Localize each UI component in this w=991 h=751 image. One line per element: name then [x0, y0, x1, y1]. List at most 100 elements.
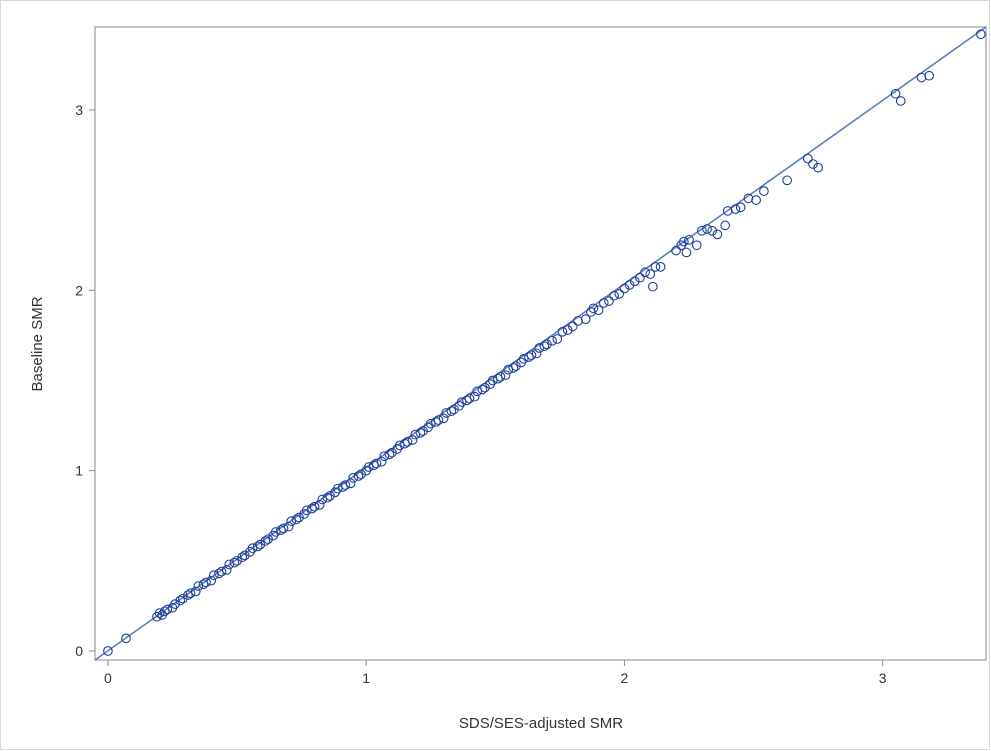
y-tick-label: 3 — [75, 102, 83, 118]
data-point — [216, 566, 227, 577]
x-tick-label: 2 — [621, 670, 629, 686]
y-axis: 0 1 2 3 — [75, 102, 95, 659]
data-point — [462, 395, 472, 406]
data-point — [221, 564, 232, 575]
data-point — [224, 559, 235, 570]
data-point — [407, 435, 418, 445]
data-point — [247, 543, 258, 554]
data-point — [338, 482, 348, 492]
data-point — [552, 334, 563, 344]
data-point — [340, 480, 351, 490]
data-point — [730, 204, 741, 214]
data-point — [379, 451, 390, 462]
data-point — [684, 234, 694, 245]
data-point — [503, 364, 514, 375]
data-point — [400, 438, 410, 449]
x-axis-title: SDS/SES-adjusted SMR — [459, 715, 623, 732]
data-point — [598, 298, 609, 308]
data-point — [547, 335, 557, 346]
data-point — [539, 341, 550, 352]
data-point — [175, 595, 186, 606]
data-point — [371, 458, 382, 469]
data-point — [493, 373, 503, 384]
data-point — [278, 523, 289, 534]
data-point — [808, 159, 818, 169]
data-point — [640, 267, 650, 278]
data-point — [208, 570, 219, 581]
data-point — [190, 586, 201, 597]
data-point — [477, 384, 488, 395]
data-point — [671, 245, 681, 256]
data-point — [356, 469, 366, 480]
data-point — [322, 492, 333, 503]
data-point — [531, 348, 542, 359]
data-point — [446, 406, 457, 416]
data-point — [449, 404, 459, 415]
data-point — [121, 633, 131, 644]
data-point — [170, 599, 180, 609]
data-point — [255, 539, 266, 550]
data-point — [348, 473, 359, 483]
data-point — [325, 491, 335, 501]
data-point — [384, 449, 395, 460]
data-point — [252, 541, 263, 552]
data-point — [438, 413, 449, 424]
data-point — [456, 397, 467, 407]
data-point — [562, 325, 573, 335]
data-point — [518, 353, 529, 364]
x-tick-label: 0 — [104, 670, 112, 686]
data-point — [691, 240, 702, 251]
data-point — [376, 456, 387, 467]
data-point — [916, 72, 927, 83]
data-point — [635, 272, 645, 283]
data-point — [229, 557, 240, 568]
x-axis: 0 1 2 3 — [104, 660, 887, 686]
data-point — [588, 303, 599, 314]
data-point — [681, 247, 692, 258]
data-point — [629, 276, 640, 287]
data-point — [702, 224, 712, 234]
x-tick-label: 3 — [879, 670, 887, 686]
data-point — [678, 236, 689, 247]
data-point — [177, 593, 188, 604]
data-point — [464, 393, 475, 404]
data-point — [162, 604, 173, 615]
y-tick-label: 2 — [75, 282, 83, 298]
data-point — [286, 516, 297, 526]
data-point — [542, 339, 552, 350]
data-point — [895, 96, 906, 106]
data-point — [425, 418, 436, 429]
data-point — [301, 505, 312, 516]
data-point — [363, 462, 374, 472]
data-point — [369, 460, 379, 471]
data-point — [263, 534, 273, 545]
data-point — [647, 281, 658, 292]
data-point — [270, 527, 281, 537]
y-axis-title: Baseline SMR — [29, 296, 46, 391]
data-point — [345, 478, 356, 489]
data-point — [614, 289, 625, 299]
data-point — [309, 501, 320, 512]
data-point — [890, 88, 901, 99]
data-point — [655, 262, 666, 272]
data-point — [239, 550, 250, 561]
data-point — [159, 606, 170, 617]
data-point — [198, 579, 209, 590]
data-point — [751, 195, 761, 205]
data-point — [433, 415, 444, 425]
data-point — [307, 503, 317, 514]
data-point — [573, 316, 583, 326]
data-point — [782, 175, 792, 186]
data-point — [609, 290, 619, 301]
y-tick-label: 1 — [75, 463, 83, 479]
data-point — [645, 269, 656, 279]
data-point — [604, 296, 614, 306]
data-point — [593, 305, 604, 315]
data-point — [387, 447, 397, 458]
data-point — [317, 494, 328, 505]
data-point — [232, 555, 242, 566]
data-point — [508, 362, 519, 373]
data-point — [524, 352, 534, 362]
data-point — [495, 372, 506, 382]
data-point — [185, 588, 196, 599]
